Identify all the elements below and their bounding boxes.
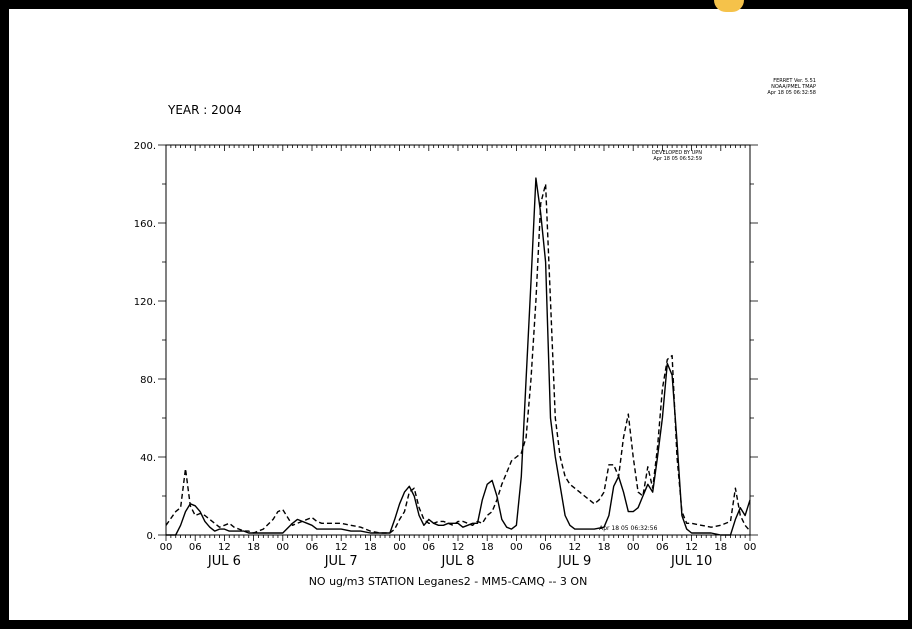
x-tick-label: 00: [160, 542, 173, 553]
y-tick-label: 0.: [146, 531, 156, 542]
x-tick-label: 00: [627, 542, 640, 553]
x-tick-label: 12: [452, 542, 465, 553]
plot-area: [165, 144, 751, 536]
x-tick-label: 06: [189, 542, 202, 553]
series-line-dashed: [165, 183, 751, 534]
x-tick-label: 00: [744, 542, 757, 553]
y-tick-label: 120.: [134, 297, 156, 308]
day-label: JUL 9: [557, 554, 591, 569]
x-tick-label: 12: [218, 542, 231, 553]
ferret-version-stamp: FERRET Ver. 5.51 NOAA/PMEL TMAP Apr 18 0…: [696, 78, 816, 96]
inner-note: Apr 18 05 06:32:56: [599, 525, 658, 532]
ferret-date: Apr 18 05 06:32:58: [767, 90, 816, 96]
x-tick-label: 06: [539, 542, 552, 553]
ferret-org: NOAA/PMEL TMAP: [771, 84, 816, 90]
x-tick-label: 18: [598, 542, 611, 553]
x-tick-label: 00: [276, 542, 289, 553]
x-tick-label: 12: [335, 542, 348, 553]
y-tick-label: 200.: [134, 141, 156, 152]
developer-stamp: DEVELOPED BY UPN Apr 18 05 06:52:59: [582, 150, 702, 162]
day-label: JUL 10: [670, 554, 712, 569]
x-tick-label: 18: [481, 542, 494, 553]
developer-date: Apr 18 05 06:52:59: [653, 156, 702, 162]
y-tick-label: 80.: [140, 375, 156, 386]
x-tick-label: 18: [247, 542, 260, 553]
x-tick-label: 00: [510, 542, 523, 553]
y-tick-label: 160.: [134, 219, 156, 230]
developer-name: DEVELOPED BY UPN: [652, 150, 702, 156]
series-line-solid: [166, 177, 751, 536]
ferret-version: FERRET Ver. 5.51: [773, 78, 816, 84]
x-tick-label: 18: [714, 542, 727, 553]
x-tick-label: 18: [364, 542, 377, 553]
x-tick-label: 06: [656, 542, 669, 553]
logo-blob: [714, 0, 744, 12]
day-label: JUL 6: [207, 554, 241, 569]
x-tick-label: 06: [422, 542, 435, 553]
x-tick-label: 12: [568, 542, 581, 553]
y-tick-label: 40.: [140, 453, 156, 464]
year-label: YEAR : 2004: [168, 103, 242, 117]
x-tick-label: 00: [393, 542, 406, 553]
chart-title: NO ug/m3 STATION Leganes2 - MM5-CAMQ -- …: [309, 575, 588, 588]
day-label: JUL 8: [441, 554, 475, 569]
x-tick-label: 06: [306, 542, 319, 553]
day-label: JUL 7: [324, 554, 358, 569]
x-tick-label: 12: [685, 542, 698, 553]
